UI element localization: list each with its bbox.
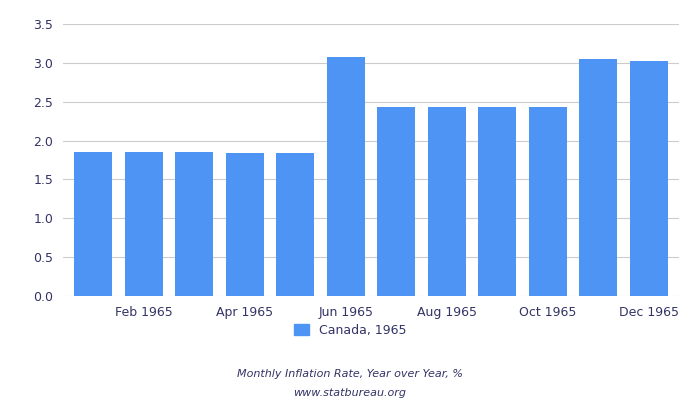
- Legend: Canada, 1965: Canada, 1965: [288, 319, 412, 342]
- Bar: [428, 107, 466, 296]
- Bar: [478, 107, 516, 296]
- Bar: [125, 152, 162, 296]
- Bar: [74, 152, 112, 296]
- Bar: [377, 107, 415, 296]
- Bar: [226, 153, 264, 296]
- Bar: [276, 153, 314, 296]
- Bar: [175, 152, 214, 296]
- Bar: [327, 58, 365, 296]
- Text: Monthly Inflation Rate, Year over Year, %: Monthly Inflation Rate, Year over Year, …: [237, 369, 463, 379]
- Bar: [528, 107, 567, 296]
- Bar: [630, 60, 668, 296]
- Bar: [580, 59, 617, 296]
- Text: www.statbureau.org: www.statbureau.org: [293, 388, 407, 398]
